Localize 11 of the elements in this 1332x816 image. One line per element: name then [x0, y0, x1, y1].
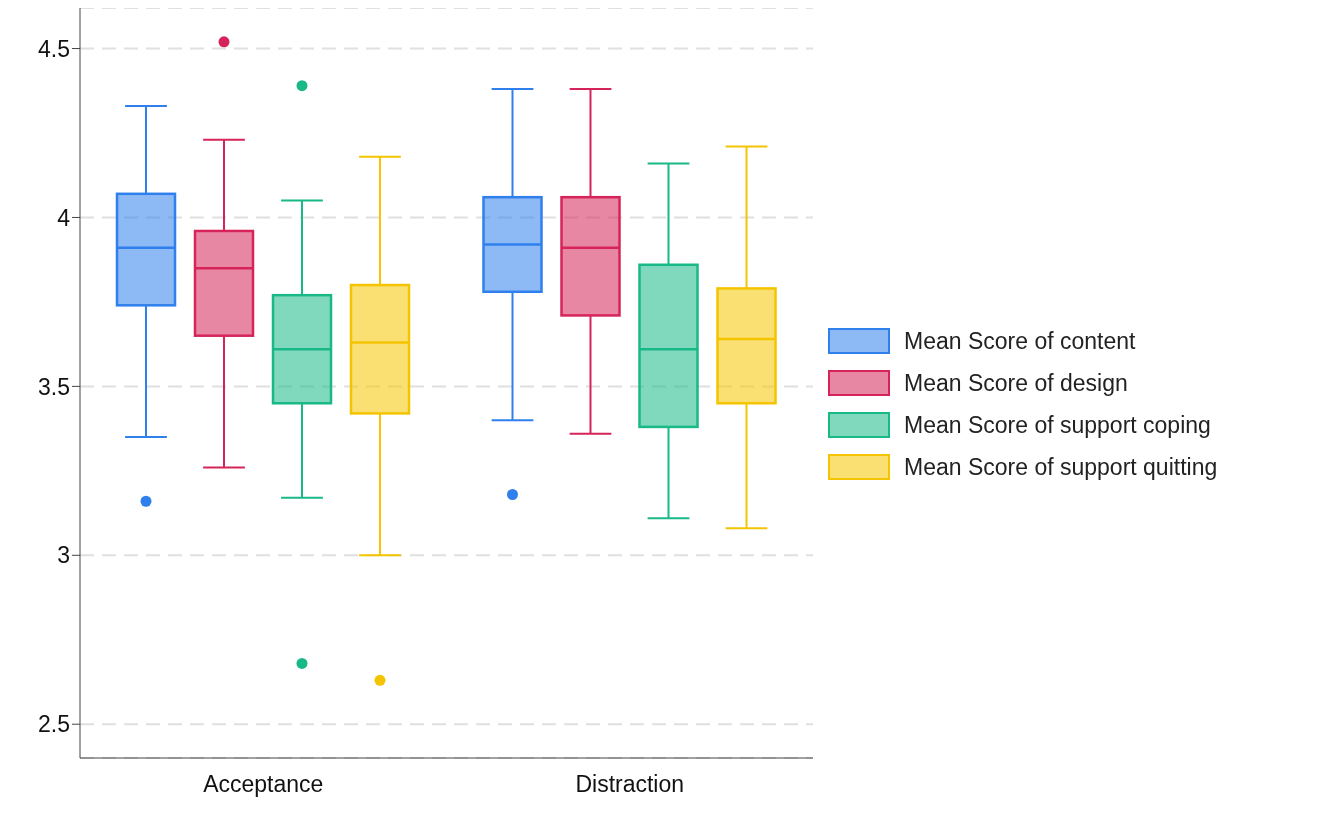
- legend-label: Mean Score of support quitting: [904, 453, 1218, 481]
- y-tick-label: 4.5: [38, 35, 70, 62]
- legend-label: Mean Score of content: [904, 327, 1136, 355]
- y-tick-label: 3: [57, 542, 70, 569]
- y-tick-label: 2.5: [38, 711, 70, 738]
- legend-label: Mean Score of design: [904, 369, 1128, 397]
- y-tick-label: 3.5: [38, 373, 70, 400]
- y-tick-label: 4: [57, 204, 71, 231]
- x-tick-label: Distraction: [575, 771, 685, 798]
- x-tick-label: Acceptance: [203, 771, 324, 798]
- legend-label: Mean Score of support coping: [904, 411, 1211, 439]
